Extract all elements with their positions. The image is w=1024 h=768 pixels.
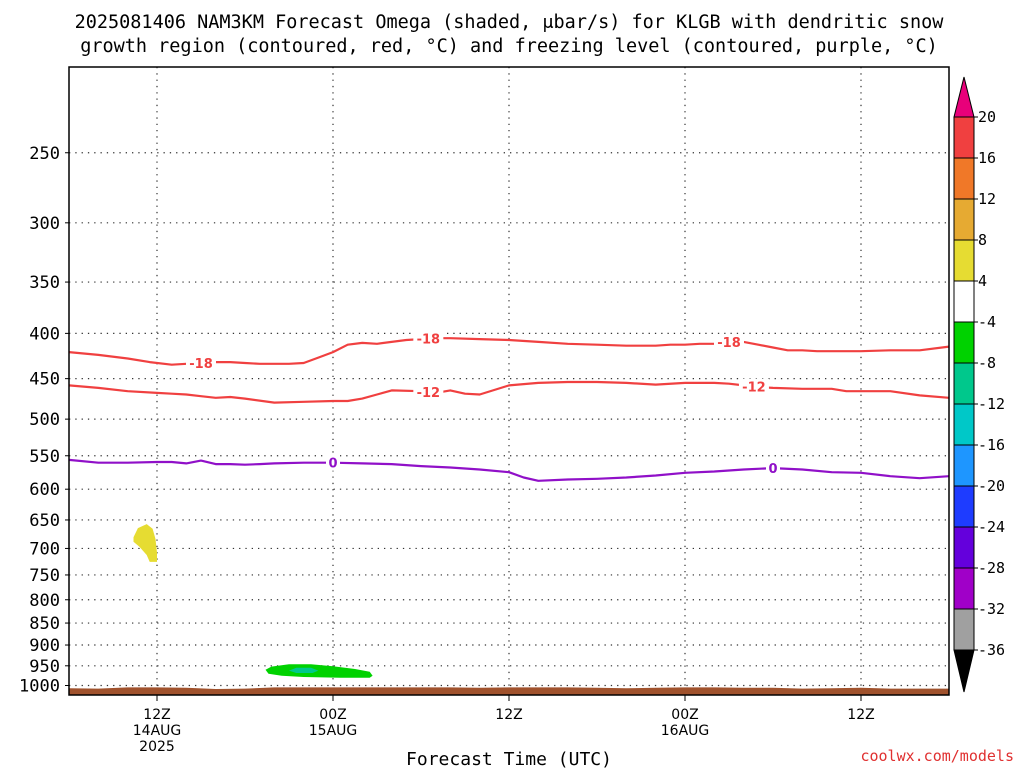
y-tick-label-250: 250: [29, 144, 60, 164]
contour-label-1-0: -12: [417, 386, 441, 401]
colorbar-label-6: -8: [978, 354, 996, 372]
y-tick-label-500: 500: [29, 410, 60, 430]
omega-shade-0: [133, 524, 157, 562]
y-tick-label-850: 850: [29, 614, 60, 634]
contour-label-bg-2-1: [766, 460, 780, 477]
colorbar-label-2: 12: [978, 190, 996, 208]
y-tick-label-900: 900: [29, 636, 60, 656]
contour-label-2-0: 0: [328, 457, 337, 472]
colorbar: 20 16 12 8 4 -4 -8 -12 -16 -20 -24 -28 -32 -36: [953, 76, 1005, 693]
colorbar-label-5: -4: [978, 313, 996, 331]
contour-label-0-0: -18: [189, 357, 213, 372]
colorbar-label-3: 8: [978, 231, 987, 249]
contour-label-bg-2-0: [326, 454, 340, 471]
x-tick-sublabel-0-0: 14AUG: [133, 723, 182, 739]
y-tick-label-700: 700: [29, 539, 60, 559]
chart-title-line1: 2025081406 NAM3KM Forecast Omega (shaded…: [75, 12, 945, 33]
colorbar-swatch-10: [953, 526, 975, 569]
y-tick-label-300: 300: [29, 214, 60, 234]
y-tick-label-650: 650: [29, 511, 60, 531]
contour-label-bg-0-1: [413, 330, 444, 347]
chart-title-line2: growth region (contoured, red, °C) and f…: [80, 36, 938, 57]
colorbar-swatch-0: [953, 116, 975, 159]
terrain-band: [69, 687, 949, 695]
colorbar-swatch-2: [953, 198, 975, 241]
contour-line-0: [68, 337, 950, 366]
y-tick-label-550: 550: [29, 447, 60, 467]
colorbar-swatch-1: [953, 157, 975, 200]
x-tick-label-2: 12Z: [495, 707, 522, 723]
colorbar-label-10: -24: [978, 518, 1005, 536]
colorbar-label-4: 4: [978, 272, 987, 290]
y-tick-label-950: 950: [29, 657, 60, 677]
y-tick-label-450: 450: [29, 370, 60, 390]
colorbar-swatch-3: [953, 239, 975, 282]
colorbar-swatch-9: [953, 485, 975, 528]
x-tick-label-0: 12Z: [143, 707, 170, 723]
x-tick-sublabel-1-0: 15AUG: [309, 723, 358, 739]
contour-line-1: [68, 380, 950, 404]
contour-label-2-1: 0: [768, 462, 777, 477]
contour-label-bg-0-2: [714, 333, 744, 350]
plot-frame: [68, 66, 950, 696]
y-tick-label-750: 750: [29, 566, 60, 586]
x-tick-label-1: 00Z: [319, 707, 346, 723]
colorbar-label-12: -32: [978, 600, 1005, 618]
contour-label-0-2: -18: [717, 336, 741, 351]
colorbar-label-13: -36: [978, 641, 1005, 659]
x-axis-label: Forecast Time (UTC): [406, 749, 612, 768]
colorbar-swatch-8: [953, 444, 975, 487]
colorbar-top-triangle: [953, 76, 975, 118]
y-tick-label-1000: 1000: [19, 677, 60, 697]
credit-text: coolwx.com/models: [860, 747, 1014, 765]
colorbar-swatch-11: [953, 567, 975, 610]
colorbar-bottom-triangle: [953, 649, 975, 693]
plot-area: 2503003504004505005506006507007508008509…: [19, 66, 950, 755]
colorbar-label-8: -16: [978, 436, 1005, 454]
contour-label-bg-1-1: [738, 378, 769, 395]
colorbar-swatch-6: [953, 362, 975, 405]
contour-label-bg-0-0: [186, 354, 216, 371]
colorbar-label-7: -12: [978, 395, 1005, 413]
omega-shade-2: [289, 667, 319, 673]
colorbar-label-9: -20: [978, 477, 1005, 495]
x-tick-sublabel-3-0: 16AUG: [661, 723, 710, 739]
omega-shade-1: [265, 664, 373, 678]
colorbar-label-11: -28: [978, 559, 1005, 577]
colorbar-label-0: 20: [978, 108, 996, 126]
y-tick-label-600: 600: [29, 480, 60, 500]
x-tick-label-4: 12Z: [847, 707, 874, 723]
y-tick-label-400: 400: [29, 324, 60, 344]
y-tick-label-350: 350: [29, 273, 60, 293]
colorbar-swatch-7: [953, 403, 975, 446]
contour-label-0-1: -18: [417, 333, 441, 348]
colorbar-swatch-4: [953, 280, 975, 323]
x-tick-sublabel-0-1: 2025: [139, 739, 175, 755]
contour-label-bg-1-0: [413, 384, 444, 401]
x-tick-label-3: 00Z: [671, 707, 698, 723]
colorbar-label-1: 16: [978, 149, 996, 167]
contour-label-1-1: -12: [742, 381, 766, 396]
y-tick-label-800: 800: [29, 591, 60, 611]
colorbar-swatch-5: [953, 321, 975, 364]
colorbar-swatch-12: [953, 608, 975, 651]
